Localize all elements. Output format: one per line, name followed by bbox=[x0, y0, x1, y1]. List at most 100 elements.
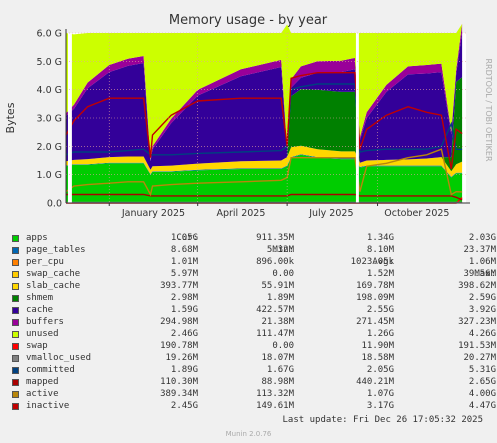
legend-swatch bbox=[12, 319, 19, 326]
legend-label: swap_cache bbox=[26, 269, 81, 279]
area-buffers bbox=[66, 23, 463, 162]
line-mapped bbox=[66, 193, 463, 201]
legend-avg-value: 1.26G bbox=[366, 329, 394, 339]
legend-header-min: Min: bbox=[272, 245, 294, 255]
legend-max-value: 4.47G bbox=[468, 401, 496, 411]
x-tick-label: October 2025 bbox=[384, 208, 449, 219]
legend-row-swap-cache: swap_cache 5.97M 0.00 1.52M 39.56M bbox=[12, 268, 497, 280]
legend-header: Cur: Min: Avg: Max: bbox=[12, 220, 497, 279]
legend-cur-value: 1.59G bbox=[170, 305, 198, 315]
legend-row-buffers: buffers 294.98M 21.38M 271.45M 327.23M bbox=[12, 316, 497, 328]
legend-row-vmalloc-used: vmalloc_used 19.26M 18.07M 18.58M 20.27M bbox=[12, 352, 497, 364]
rrdtool-side-label: RRDTOOL / TOBI OETIKER bbox=[484, 58, 493, 161]
legend-min-value: 1.67G bbox=[266, 365, 294, 375]
legend-avg-value: 1023.05k bbox=[350, 257, 394, 267]
legend: Cur: Min: Avg: Max: apps 1.05G 911.35M 1.34… bbox=[12, 220, 497, 412]
area-slab-cache bbox=[66, 145, 463, 177]
legend-row-per-cpu: per_cpu 1.01M 896.00k 1023.05k 1.06M bbox=[12, 256, 497, 268]
legend-max-value: 191.53M bbox=[458, 341, 496, 351]
legend-max-value: 23.37M bbox=[463, 245, 496, 255]
legend-avg-value: 271.45M bbox=[356, 317, 394, 327]
legend-avg-value: 2.05G bbox=[366, 365, 394, 375]
area-unused bbox=[66, 23, 463, 160]
munin-version: Munin 2.0.76 bbox=[225, 430, 272, 438]
legend-label: buffers bbox=[26, 317, 64, 327]
legend-row-active: active 389.34M 113.32M 1.07G 4.00G bbox=[12, 388, 497, 400]
legend-row-shmem: shmem 2.98M 1.89M 198.09M 2.59G bbox=[12, 292, 497, 304]
legend-min-value: 55.91M bbox=[261, 281, 294, 291]
legend-label: active bbox=[26, 389, 59, 399]
y-tick-label: 6.0 G bbox=[37, 29, 63, 40]
legend-cur-value: 393.77M bbox=[160, 281, 198, 291]
legend-avg-value: 11.90M bbox=[361, 341, 394, 351]
legend-avg-value: 1.52M bbox=[366, 269, 394, 279]
legend-max-value: 2.65G bbox=[468, 377, 496, 387]
legend-label: vmalloc_used bbox=[26, 353, 92, 363]
legend-min-value: 111.47M bbox=[256, 329, 294, 339]
y-tick-label: 0.0 bbox=[47, 199, 62, 210]
legend-swatch bbox=[12, 295, 19, 302]
legend-max-value: 4.00G bbox=[468, 389, 496, 399]
legend-cur-value: 389.34M bbox=[160, 389, 198, 399]
legend-cur-value: 190.78M bbox=[160, 341, 198, 351]
legend-min-value: 422.57M bbox=[256, 305, 294, 315]
legend-row-cache: cache 1.59G 422.57M 2.55G 3.92G bbox=[12, 304, 497, 316]
area-apps bbox=[66, 154, 463, 203]
x-tick-label: July 2025 bbox=[308, 208, 353, 219]
legend-avg-value: 1.34G bbox=[366, 233, 394, 243]
chart-title: Memory usage - by year bbox=[169, 13, 328, 28]
legend-label: mapped bbox=[26, 377, 59, 387]
area-page-tables bbox=[66, 154, 463, 178]
x-tick-label: January 2025 bbox=[121, 208, 185, 219]
legend-min-value: 0.00 bbox=[272, 269, 294, 279]
legend-min-value: 5.32M bbox=[266, 245, 294, 255]
legend-avg-value: 198.09M bbox=[356, 293, 394, 303]
legend-avg-value: 169.78M bbox=[356, 281, 394, 291]
legend-swatch bbox=[12, 247, 19, 254]
legend-label: cache bbox=[26, 305, 54, 315]
legend-avg-value: 2.55G bbox=[366, 305, 394, 315]
legend-max-value: 2.03G bbox=[468, 233, 496, 243]
legend-cur-value: 8.68M bbox=[170, 245, 198, 255]
legend-min-value: 21.38M bbox=[261, 317, 294, 327]
legend-swatch bbox=[12, 283, 19, 290]
y-tick-label: 2.0 G bbox=[37, 142, 63, 153]
legend-max-value: 398.62M bbox=[458, 281, 496, 291]
legend-row-mapped: mapped 110.30M 88.98M 440.21M 2.65G bbox=[12, 376, 497, 388]
legend-cur-value: 110.30M bbox=[160, 377, 198, 387]
legend-cur-value: 5.97M bbox=[170, 269, 198, 279]
x-tick-label: April 2025 bbox=[216, 208, 265, 219]
legend-row-swap: swap 190.78M 0.00 11.90M 191.53M bbox=[12, 340, 497, 352]
legend-cur-value: 1.01M bbox=[170, 257, 198, 267]
legend-avg-value: 440.21M bbox=[356, 377, 394, 387]
legend-cur-value: 2.46G bbox=[170, 329, 198, 339]
legend-swatch bbox=[12, 307, 19, 314]
line-active bbox=[65, 148, 463, 197]
legend-header-cur: Cur: bbox=[176, 233, 198, 243]
legend-max-value: 20.27M bbox=[463, 353, 496, 363]
legend-cur-value: 1.05G bbox=[170, 233, 198, 243]
legend-swatch bbox=[12, 403, 19, 410]
legend-label: inactive bbox=[26, 401, 70, 411]
plot-area bbox=[65, 23, 466, 204]
legend-header-avg: Avg: bbox=[372, 257, 394, 267]
line-inactive bbox=[65, 72, 463, 170]
legend-max-value: 39.56M bbox=[463, 269, 496, 279]
legend-cur-value: 1.89G bbox=[170, 365, 198, 375]
legend-label: shmem bbox=[26, 293, 54, 303]
legend-cur-value: 294.98M bbox=[160, 317, 198, 327]
legend-min-value: 88.98M bbox=[261, 377, 294, 387]
legend-swatch bbox=[12, 391, 19, 398]
legend-avg-value: 8.10M bbox=[366, 245, 394, 255]
legend-swatch bbox=[12, 331, 19, 338]
y-tick-label: 1.0 G bbox=[37, 170, 63, 181]
legend-swatch bbox=[12, 343, 19, 350]
legend-label: per_cpu bbox=[26, 257, 64, 267]
legend-label: swap bbox=[26, 341, 48, 351]
y-axis-label: Bytes bbox=[4, 102, 17, 133]
legend-min-value: 18.07M bbox=[261, 353, 294, 363]
legend-header-max: Max: bbox=[474, 269, 496, 279]
legend-label: apps bbox=[26, 233, 48, 243]
legend-min-value: 0.00 bbox=[272, 341, 294, 351]
legend-label: unused bbox=[26, 329, 59, 339]
